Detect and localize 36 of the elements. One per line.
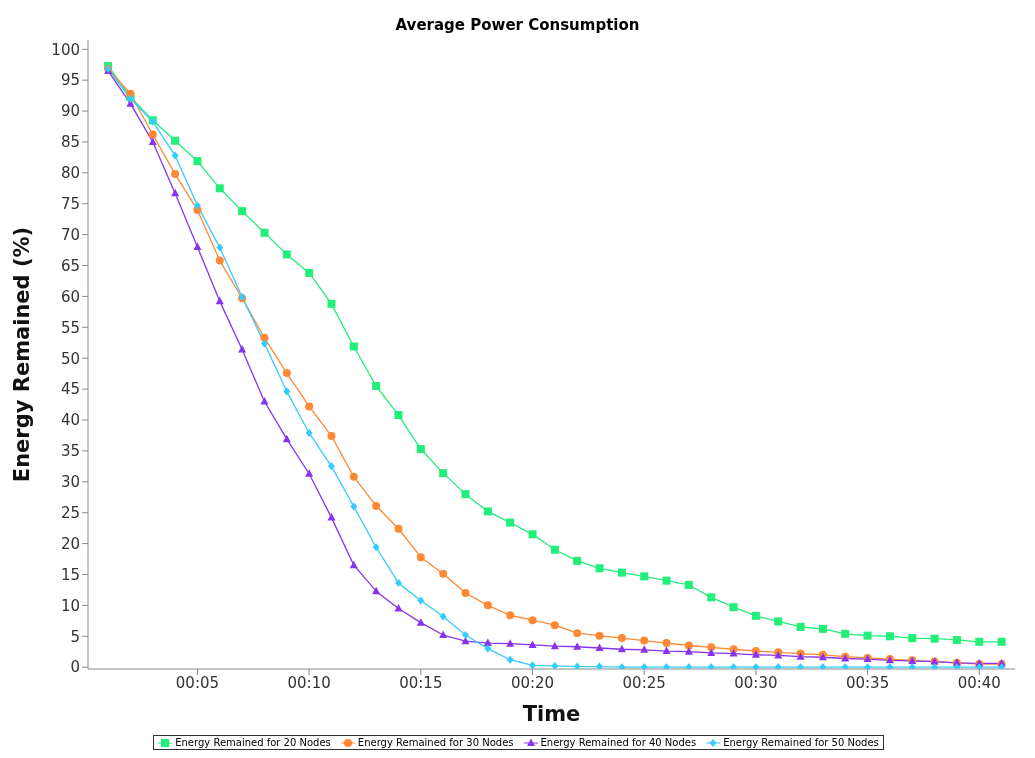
legend-label: Energy Remained for 50 Nodes (723, 737, 879, 748)
x-tick-label: 00:15 (399, 673, 443, 692)
y-tick-label: 45 (60, 380, 80, 399)
y-tick-label: 65 (60, 256, 80, 275)
y-tick-label: 60 (60, 287, 80, 306)
y-tick-label: 70 (60, 225, 80, 244)
x-tick-label: 00:35 (845, 673, 890, 692)
x-tick-label: 00:20 (510, 673, 555, 692)
y-tick-label: 35 (60, 442, 80, 461)
y-tick-label: 55 (60, 318, 80, 337)
y-tick-label: 10 (60, 596, 80, 615)
y-tick-label: 5 (70, 627, 80, 646)
legend-label: Energy Remained for 40 Nodes (540, 737, 697, 748)
y-tick-label: 85 (60, 133, 80, 152)
y-tick-label: 50 (60, 349, 80, 368)
y-axis-title: Energy Remained (%) (10, 226, 35, 483)
y-tick-label: 15 (60, 565, 80, 584)
x-tick-label: 00:40 (957, 673, 1001, 692)
y-tick-label: 20 (60, 534, 80, 553)
x-tick-label: 00:10 (287, 673, 331, 692)
y-tick-label: 25 (60, 504, 80, 522)
x-tick-label: 00:05 (175, 673, 220, 692)
x-tick-label: 00:30 (734, 673, 778, 692)
y-tick-label: 75 (60, 195, 80, 214)
y-tick-label: 80 (60, 164, 80, 183)
y-tick-label: 90 (60, 102, 80, 121)
y-tick-label: 30 (60, 473, 80, 492)
x-axis-title: Time (522, 702, 581, 726)
y-tick-label: 100 (51, 40, 80, 59)
legend-label: Energy Remained for 20 Nodes (175, 737, 331, 748)
chart-title: Average Power Consumption (394, 15, 641, 36)
y-tick-label: 0 (70, 658, 80, 677)
y-tick-label: 40 (60, 411, 80, 430)
y-tick-label: 95 (60, 71, 80, 90)
legend-label: Energy Remained for 30 Nodes (357, 737, 514, 748)
x-tick-label: 00:25 (622, 673, 666, 692)
